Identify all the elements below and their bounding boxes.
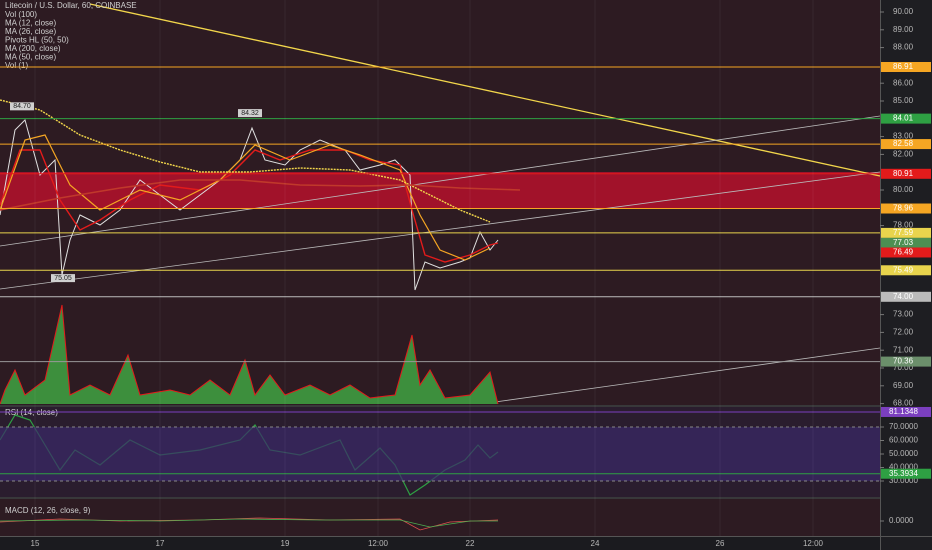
price-badge-label: 82.58 xyxy=(893,139,914,148)
pivot-label: 84.70 xyxy=(13,103,31,110)
price-badge-label: 75.49 xyxy=(893,265,914,274)
price-badge-label: 76.49 xyxy=(893,248,914,257)
price-tick-label: 73.00 xyxy=(893,310,914,319)
rsi-badge-label: 81.1348 xyxy=(889,407,918,416)
price-tick-label: 70.00 xyxy=(893,363,914,372)
indicator-label: Vol (1) xyxy=(5,61,28,70)
time-label: 24 xyxy=(591,539,600,548)
indicator-label: Vol (100) xyxy=(5,10,37,19)
rsi-tick-label: 40.0000 xyxy=(889,463,918,472)
volume xyxy=(0,304,499,405)
rsi-tick-label: 70.0000 xyxy=(889,422,918,431)
macd-signal xyxy=(0,518,498,528)
price-badge xyxy=(881,356,931,367)
ma-12 xyxy=(0,149,499,263)
time-label: 12:00 xyxy=(803,539,824,548)
trendline xyxy=(494,347,881,403)
pivot-badge xyxy=(238,109,262,118)
ma-26 xyxy=(0,134,491,261)
indicator-label: MA (12, close) xyxy=(5,19,56,28)
price-badge-label: 78.96 xyxy=(893,204,914,213)
rsi-badge-label: 35.3934 xyxy=(889,469,918,478)
pivot-badge xyxy=(10,102,34,111)
price-tick-label: 89.00 xyxy=(893,25,914,34)
pivot-label: 75.05 xyxy=(54,275,72,282)
trendline xyxy=(0,171,881,290)
price-badge-label: 80.91 xyxy=(893,169,914,178)
price-badge xyxy=(881,247,931,258)
rsi-tick-label: 30.0000 xyxy=(889,476,918,485)
price-badge-label: 70.36 xyxy=(893,357,914,366)
indicator-label: MA (200, close) xyxy=(5,44,61,53)
price-badge xyxy=(881,168,931,179)
time-label: 22 xyxy=(466,539,475,548)
price-badge xyxy=(881,265,931,276)
price-badge-label: 86.91 xyxy=(893,62,914,71)
price-badge xyxy=(881,227,931,238)
price-tick-label: 80.00 xyxy=(893,185,914,194)
price-tick-label: 82.00 xyxy=(893,150,914,159)
macd-tick-label: 0.0000 xyxy=(889,516,914,525)
price-badge xyxy=(881,291,931,302)
pivot-badge xyxy=(51,274,75,283)
price-tick-label: 88.00 xyxy=(893,43,914,52)
rsi-badge xyxy=(881,468,931,479)
price-tick-label: 83.00 xyxy=(893,132,914,141)
pivot-label: 84.32 xyxy=(241,110,259,117)
trendline xyxy=(0,115,881,247)
indicator-label: MA (26, close) xyxy=(5,27,56,36)
rsi-badge xyxy=(881,406,931,417)
ma-50 xyxy=(0,99,491,223)
macd-title: MACD (12, 26, close, 9) xyxy=(5,506,91,515)
price-badge-label: 77.59 xyxy=(893,228,914,237)
macd-pane xyxy=(0,499,880,536)
price-tick-label: 71.00 xyxy=(893,345,914,354)
price-tick-label: 72.00 xyxy=(893,328,914,337)
price-badge xyxy=(881,203,931,214)
indicator-label: MA (50, close) xyxy=(5,53,56,62)
rsi-band xyxy=(0,427,880,481)
time-label: 26 xyxy=(716,539,725,548)
price-badge-label: 77.03 xyxy=(893,238,914,247)
rsi-tick-label: 60.0000 xyxy=(889,436,918,445)
resistance-zone xyxy=(0,172,880,208)
price-badge xyxy=(881,62,931,73)
trendline xyxy=(89,3,881,177)
rsi-tick-label: 50.0000 xyxy=(889,449,918,458)
price-badge xyxy=(881,139,931,150)
legend: Litecoin / U.S. Dollar, 60, COINBASE xyxy=(5,1,137,10)
price-badge xyxy=(881,237,931,248)
price-badge-label: 84.01 xyxy=(893,114,914,123)
time-label: 17 xyxy=(156,539,165,548)
symbol-title: Litecoin / U.S. Dollar, 60, COINBASE xyxy=(5,1,137,10)
indicator-label: Pivots HL (50, 50) xyxy=(5,36,69,45)
price-tick-label: 68.00 xyxy=(893,399,914,408)
time-label: 12:00 xyxy=(368,539,389,548)
rsi-title: RSI (14, close) xyxy=(5,408,58,417)
time-label: 19 xyxy=(281,539,290,548)
price-tick-label: 90.00 xyxy=(893,7,914,16)
price-tick-label: 69.00 xyxy=(893,381,914,390)
price-tick-label: 86.00 xyxy=(893,78,914,87)
price-tick-label: 85.00 xyxy=(893,96,914,105)
price-badge xyxy=(881,113,931,124)
price-badge-label: 74.00 xyxy=(893,292,914,301)
price-tick-label: 78.00 xyxy=(893,221,914,230)
ma-200 xyxy=(0,179,521,211)
time-label: 15 xyxy=(31,539,40,548)
